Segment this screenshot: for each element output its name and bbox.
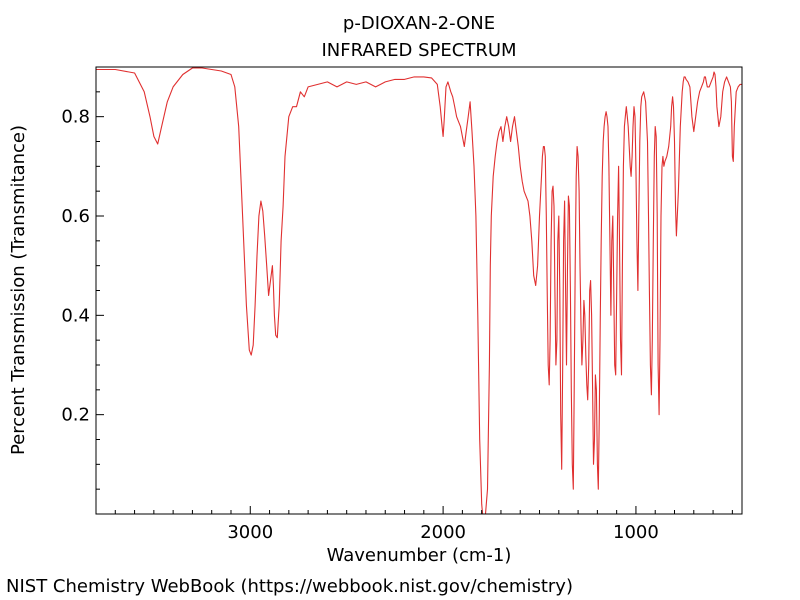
chart-subtitle: INFRARED SPECTRUM	[321, 40, 516, 61]
plot-frame	[95, 66, 743, 515]
spectrum-line-0	[96, 67, 742, 515]
x-tick-label: 3000	[227, 522, 273, 543]
y-axis-label: Percent Transmission (Transmitance)	[8, 125, 29, 455]
source-footer: NIST Chemistry WebBook (https://webbook.…	[6, 576, 573, 597]
y-tick-label: 0.8	[61, 107, 90, 128]
y-tick-label: 0.4	[61, 305, 90, 326]
x-axis-label: Wavenumber (cm-1)	[327, 545, 512, 566]
x-tick-label: 2000	[420, 522, 466, 543]
y-tick-label: 0.6	[61, 206, 90, 227]
chart-title: p-DIOXAN-2-ONE	[343, 13, 495, 34]
y-tick-label: 0.2	[61, 405, 90, 426]
x-tick-label: 1000	[613, 522, 659, 543]
plot-area: 3000 2000 1000 0.2 0.4 0.6 0.8	[61, 66, 743, 543]
